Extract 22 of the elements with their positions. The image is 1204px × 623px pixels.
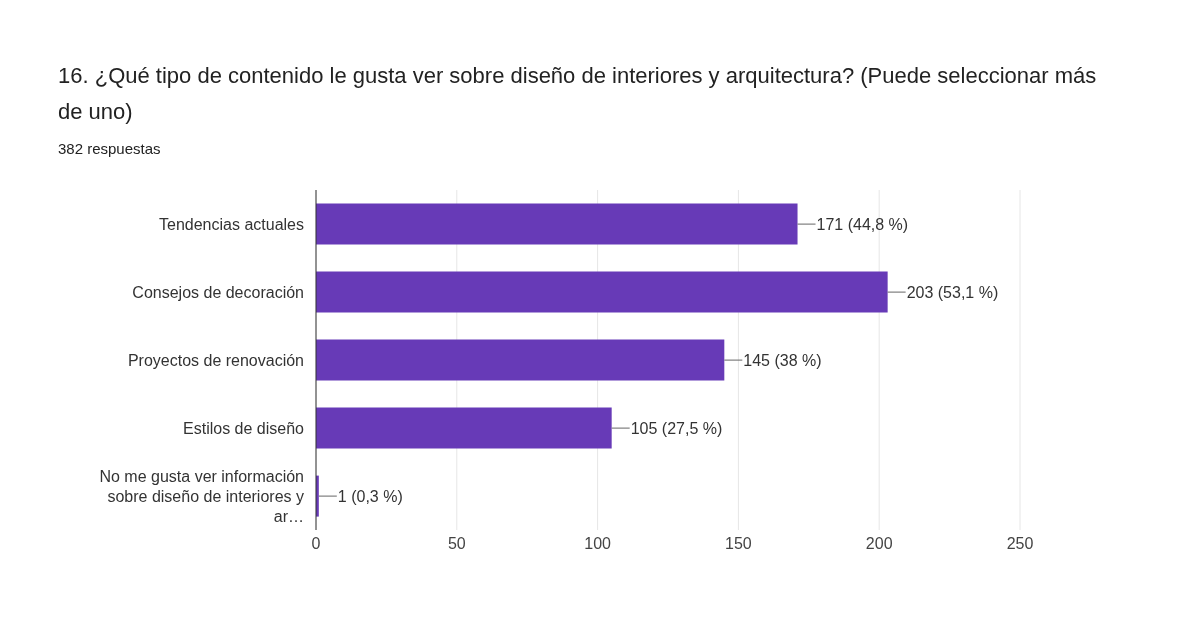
y-tick-label: Tendencias actuales <box>159 215 304 233</box>
data-label: 1 (0,3 %) <box>337 487 403 505</box>
y-tick-label: Proyectos de renovación <box>127 351 304 369</box>
chart-title: 16. ¿Qué tipo de contenido le gusta ver sobre diseño de interiores y arquitectura? (Puede seleccionar más de uno) <box>58 62 1098 126</box>
data-label: 203 (53,1 %) <box>906 283 999 301</box>
text: 382 respuestas <box>58 140 161 157</box>
data-label: 145 (38 %) <box>743 351 822 369</box>
x-tick-label: 100 <box>584 535 612 553</box>
bar <box>316 203 798 245</box>
y-tick-label: Estilos de diseño <box>183 419 305 437</box>
x-tick-label: 200 <box>865 535 893 553</box>
bar <box>316 407 612 449</box>
x-tick-label: 150 <box>725 535 752 553</box>
bar <box>316 339 725 381</box>
x-tick-label: 50 <box>447 535 466 553</box>
y-tick-label: Consejos de decoración <box>132 283 304 301</box>
data-label: 171 (44,8 %) <box>816 215 909 233</box>
bar <box>316 271 888 313</box>
x-tick-label: 250 <box>1006 535 1034 553</box>
y-tick-label: No me gusta ver información sobre diseño de interiores y ar… <box>99 467 304 525</box>
data-label: 105 (27,5 %) <box>630 419 723 437</box>
x-tick-label: 0 <box>311 535 321 553</box>
